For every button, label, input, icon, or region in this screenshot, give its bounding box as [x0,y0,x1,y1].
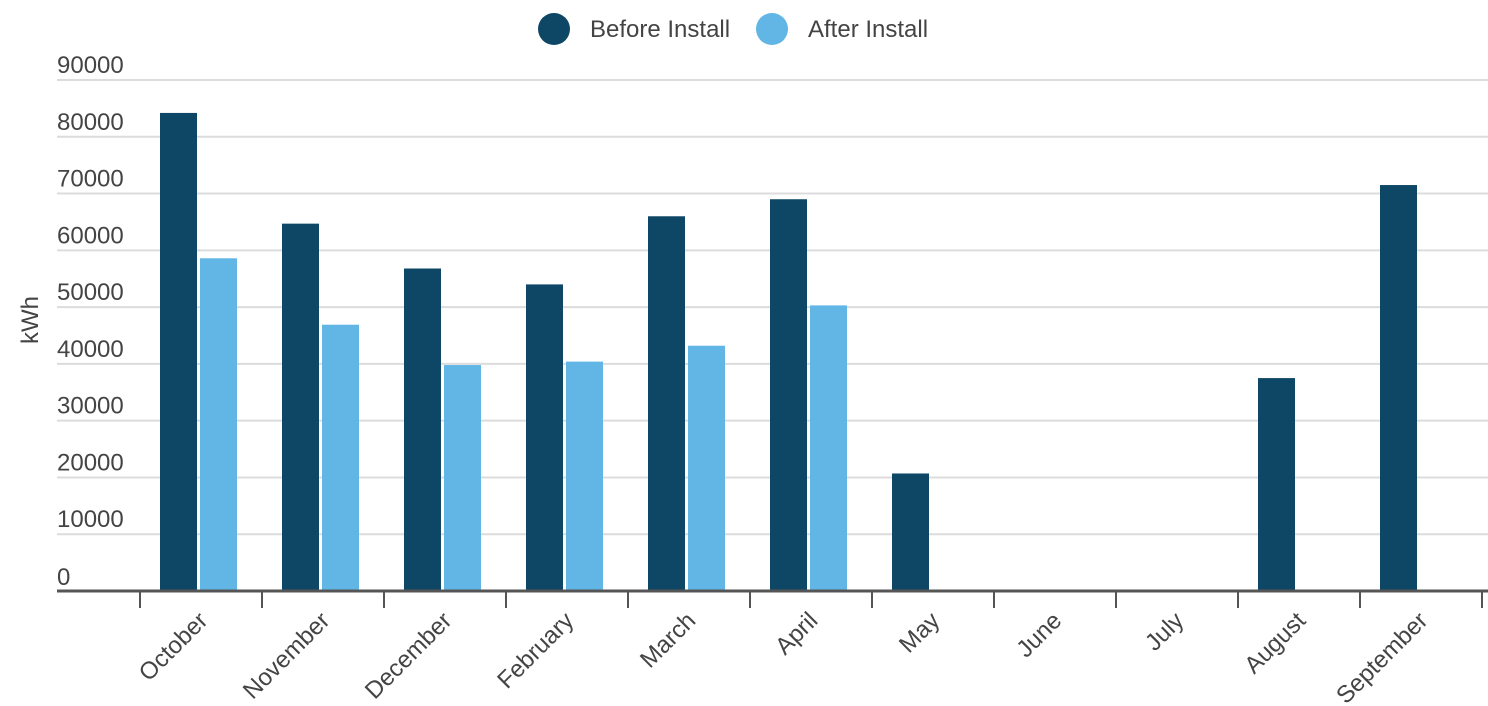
x-tick-label: April [770,607,823,660]
bar-before-install-april [770,199,807,591]
y-axis-ticks: 0 10000 20000 30000 40000 50000 60000 70000 8000… [57,52,124,591]
bar-before-install-february [526,284,563,591]
x-tick-label: November [238,607,335,704]
bar-before-install-november [282,223,319,592]
bar-before-install-december [404,268,441,591]
x-tick-label: February [492,607,579,694]
x-tick-label: July [1140,607,1189,656]
bar-before-install-may [892,473,929,591]
x-tick-label: December [360,607,457,704]
y-tick-label: 60000 [57,222,124,249]
y-tick-label: 0 [57,564,70,591]
y-tick-label: 50000 [57,279,124,306]
bar-after-install-march [688,345,725,591]
bar-after-install-november [322,324,359,591]
bar-after-install-october [200,258,237,591]
bar-before-install-october [160,112,197,591]
y-axis-label: kWh [17,296,44,344]
y-tick-label: 30000 [57,393,124,420]
y-tick-label: 90000 [57,52,124,79]
legend-label: After Install [808,16,928,43]
y-tick-label: 20000 [57,449,124,476]
x-axis-ticks: October November December February March Apri… [134,591,1483,706]
bar-before-install-september [1380,185,1417,592]
x-tick-label: March [635,607,701,673]
y-tick-label: 80000 [57,109,124,136]
legend: Before Install After Install [538,13,928,45]
bar-after-install-february [566,361,603,591]
legend-marker [756,13,788,45]
bar-after-install-april [810,305,847,591]
bars [160,112,1417,592]
x-tick-label: September [1331,607,1433,706]
x-tick-label: October [134,607,213,686]
legend-marker [538,13,570,45]
y-tick-label: 40000 [57,336,124,363]
bar-after-install-december [444,365,481,591]
y-tick-label: 10000 [57,506,124,533]
x-tick-label: June [1011,607,1067,663]
legend-label: Before Install [590,16,730,43]
bar-before-install-august [1258,378,1295,591]
bar-before-install-march [648,216,685,591]
x-tick-label: August [1239,607,1311,679]
x-tick-label: May [894,607,945,658]
y-tick-label: 70000 [57,166,124,193]
